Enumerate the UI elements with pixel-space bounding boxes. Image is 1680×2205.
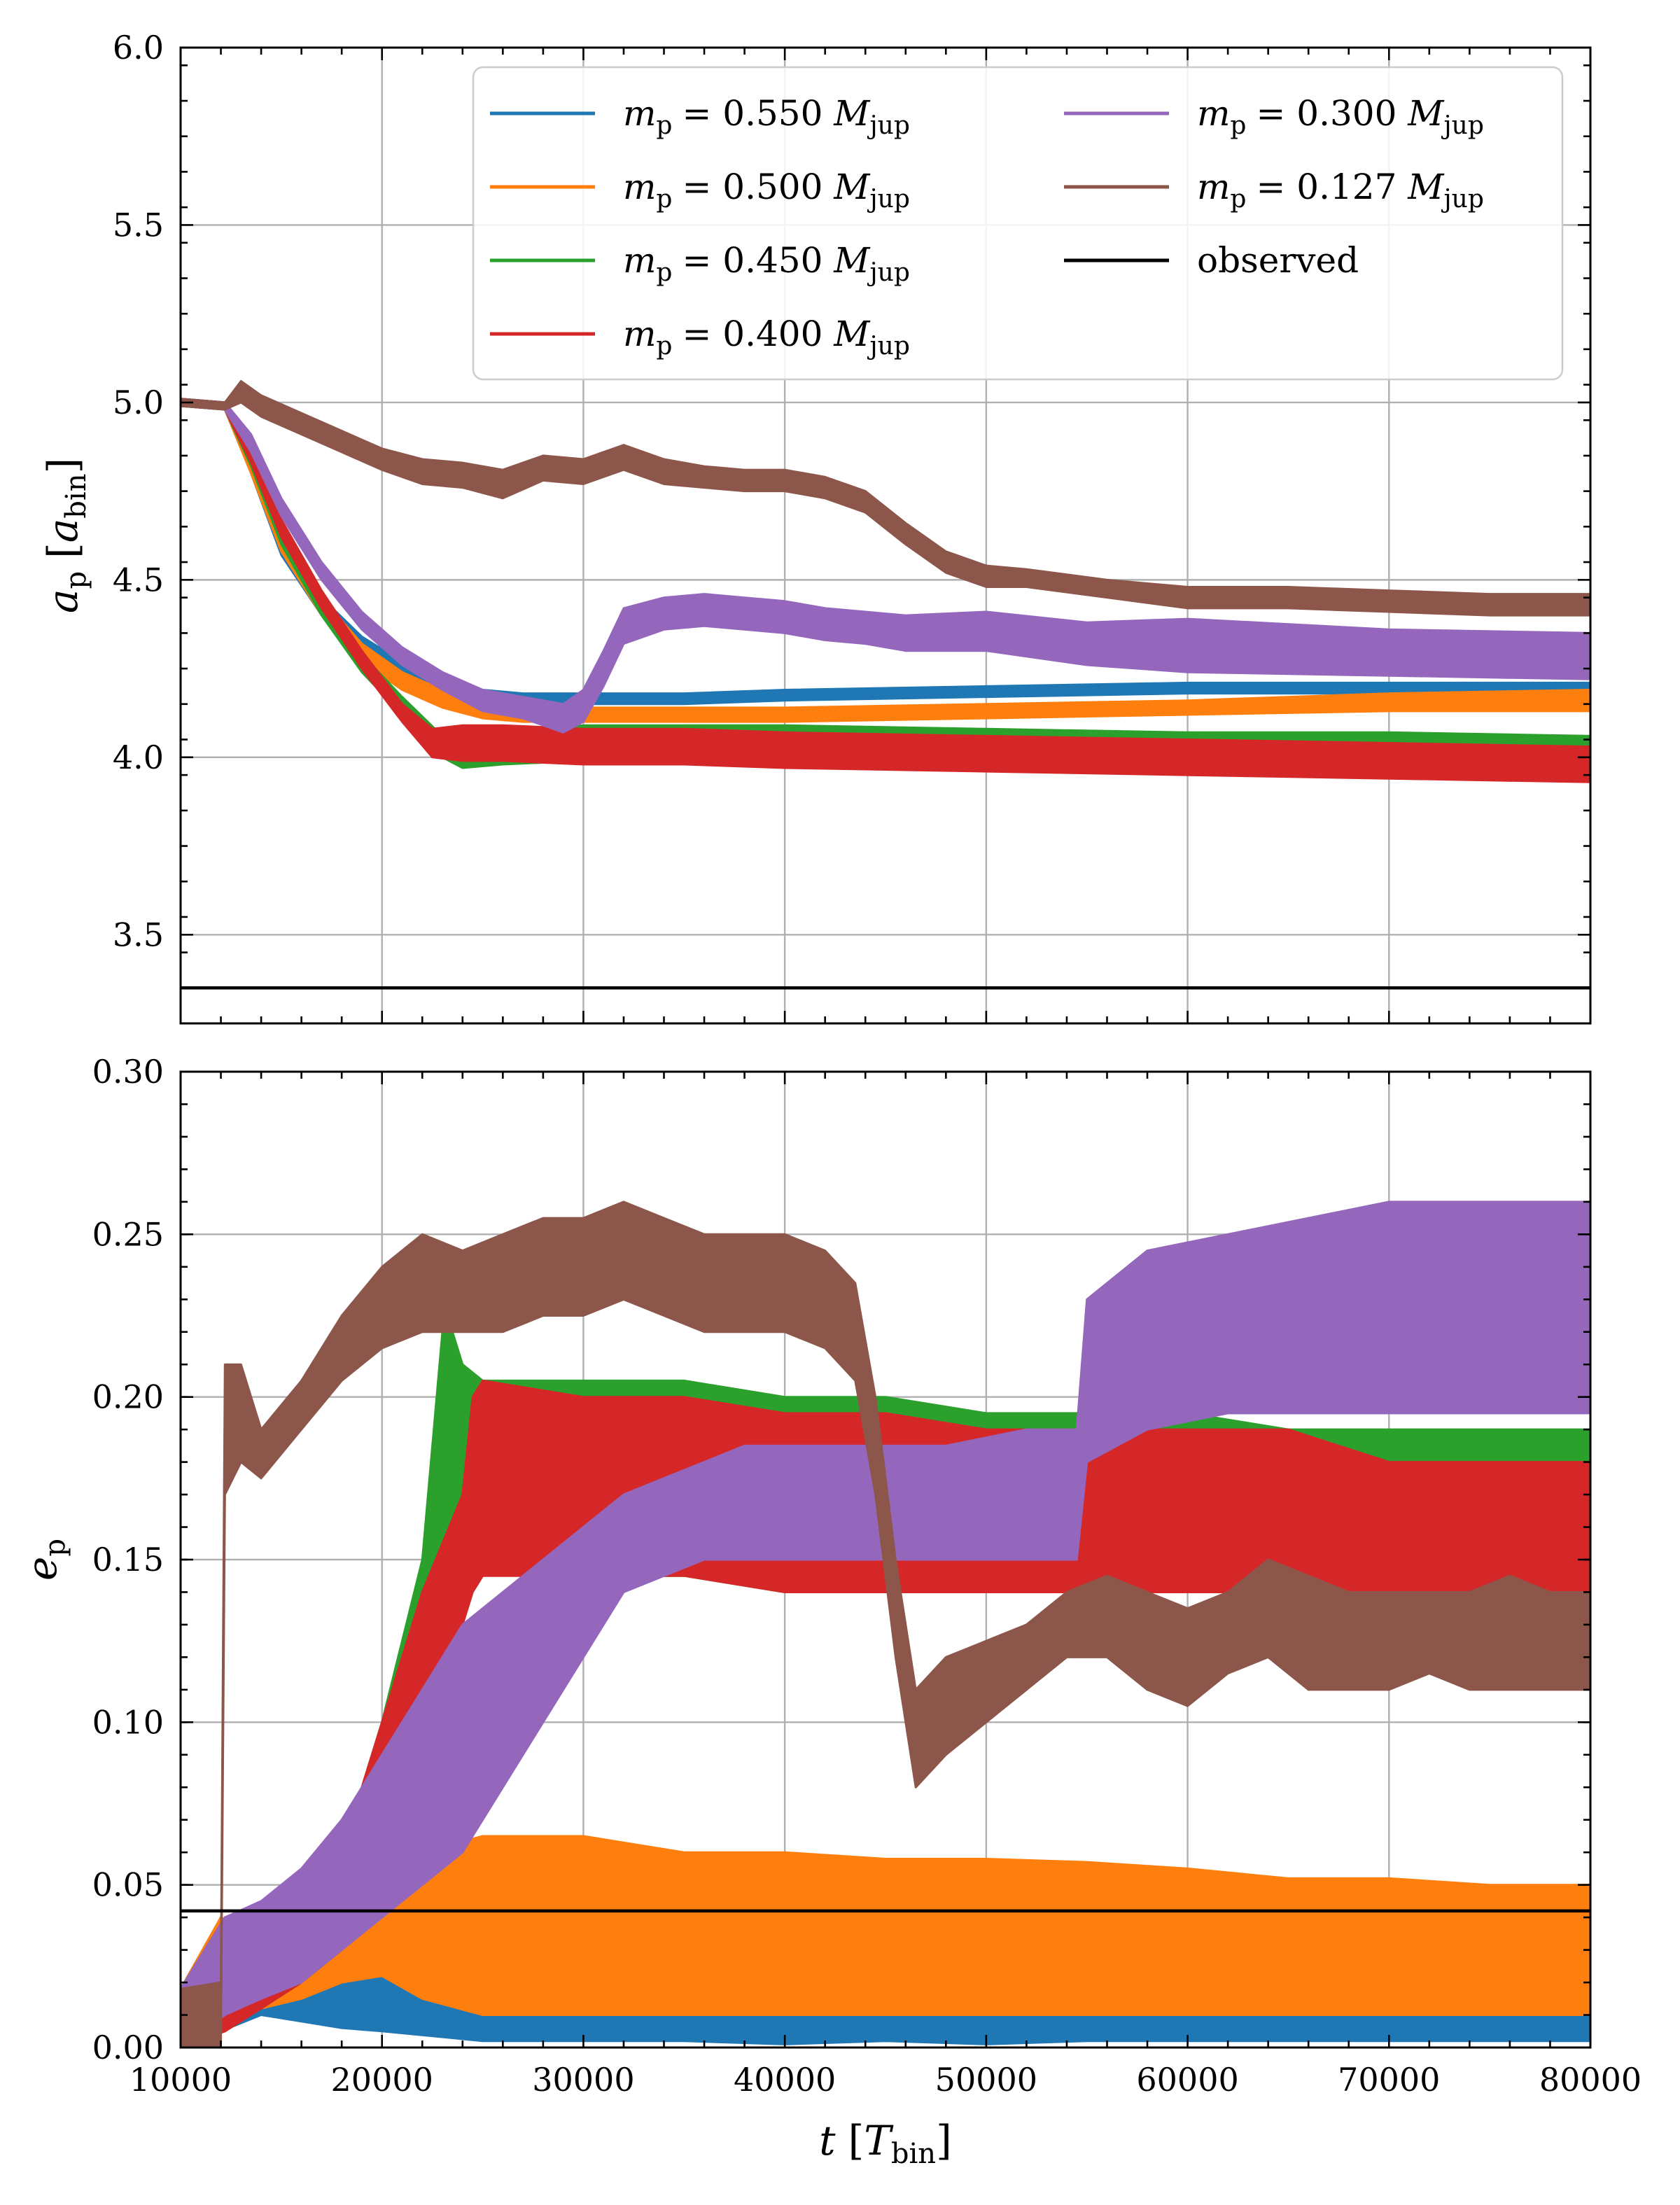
- legend: mp = 0.550 Mjup mp = 0.500 Mjup mp = 0.450 Mj…: [472, 66, 1564, 381]
- panel-semi-major-axis: 3.5 4.0 4.5 5.0 5.5 6.0 ap[abin] mp = 0.550 Mj…: [39, 29, 1592, 1025]
- xtick-label-60000: 60000: [1136, 2061, 1238, 2099]
- bottom-x-tick-labels: 10000 20000 30000 40000 50000 60000 70000 80000: [130, 2061, 1642, 2099]
- bot-ytick-label-0-15: 0.15: [92, 1541, 164, 1578]
- top-ytick-label-4-5: 4.5: [113, 561, 164, 598]
- top-ytick-label-5-5: 5.5: [113, 206, 164, 244]
- x-axis-label: t [Tbin]: [819, 2117, 951, 2170]
- xtick-label-10000: 10000: [130, 2061, 232, 2099]
- xtick-label-70000: 70000: [1338, 2061, 1440, 2099]
- xtick-label-80000: 80000: [1539, 2061, 1642, 2099]
- legend-item-0-400: mp = 0.400 Mjup: [490, 314, 910, 360]
- legend-label: mp = 0.400 Mjup: [623, 314, 910, 360]
- top-ytick-label-4-0: 4.0: [113, 738, 164, 776]
- bottom-ticks: [179, 1070, 1592, 2049]
- legend-item-0-127: mp = 0.127 Mjup: [1064, 167, 1484, 214]
- legend-item-0-450: mp = 0.450 Mjup: [490, 240, 910, 287]
- top-ytick-label-5-0: 5.0: [113, 384, 164, 421]
- bot-ytick-label-0-25: 0.25: [92, 1215, 164, 1253]
- bottom-y-axis-label: ep: [18, 1539, 71, 1581]
- bot-ytick-label-0-05: 0.05: [92, 1866, 164, 1904]
- xtick-label-20000: 20000: [331, 2061, 433, 2099]
- xtick-label-40000: 40000: [734, 2061, 836, 2099]
- legend-item-observed: observed: [1064, 240, 1359, 281]
- top-y-axis-label: ap[abin]: [39, 458, 92, 613]
- bot-ytick-label-0-20: 0.20: [92, 1378, 164, 1416]
- legend-box: [472, 66, 1564, 381]
- xtick-label-30000: 30000: [532, 2061, 634, 2099]
- legend-label: observed: [1197, 240, 1359, 281]
- legend-item-0-550: mp = 0.550 Mjup: [490, 93, 910, 140]
- legend-item-0-500: mp = 0.500 Mjup: [490, 167, 910, 214]
- top-y-tick-labels: 3.5 4.0 4.5 5.0 5.5 6.0: [113, 29, 164, 953]
- legend-label: mp = 0.300 Mjup: [1197, 93, 1484, 140]
- bot-ytick-label-0-30: 0.30: [92, 1053, 164, 1091]
- bottom-y-tick-labels: 0.00 0.05 0.10 0.15 0.20 0.25 0.30: [92, 1053, 164, 2066]
- bottom-series-bands: [179, 1200, 1592, 2049]
- panel-eccentricity: 0.00 0.05 0.10 0.15 0.20 0.25 0.30 10000 20000 3…: [18, 1053, 1642, 2170]
- xtick-label-50000: 50000: [935, 2061, 1037, 2099]
- legend-label: mp = 0.450 Mjup: [623, 240, 910, 287]
- top-ytick-label-6-0: 6.0: [113, 29, 164, 66]
- legend-label: mp = 0.500 Mjup: [623, 167, 910, 214]
- top-ticks: [179, 46, 1592, 1025]
- legend-label: mp = 0.127 Mjup: [1197, 167, 1484, 214]
- legend-label: mp = 0.550 Mjup: [623, 93, 910, 140]
- top-ytick-label-3-5: 3.5: [113, 916, 164, 953]
- legend-item-0-300: mp = 0.300 Mjup: [1064, 93, 1484, 140]
- bot-ytick-label-0-10: 0.10: [92, 1703, 164, 1741]
- top-axes-frame: [179, 46, 1592, 1025]
- bot-ytick-label-0-00: 0.00: [92, 2029, 164, 2066]
